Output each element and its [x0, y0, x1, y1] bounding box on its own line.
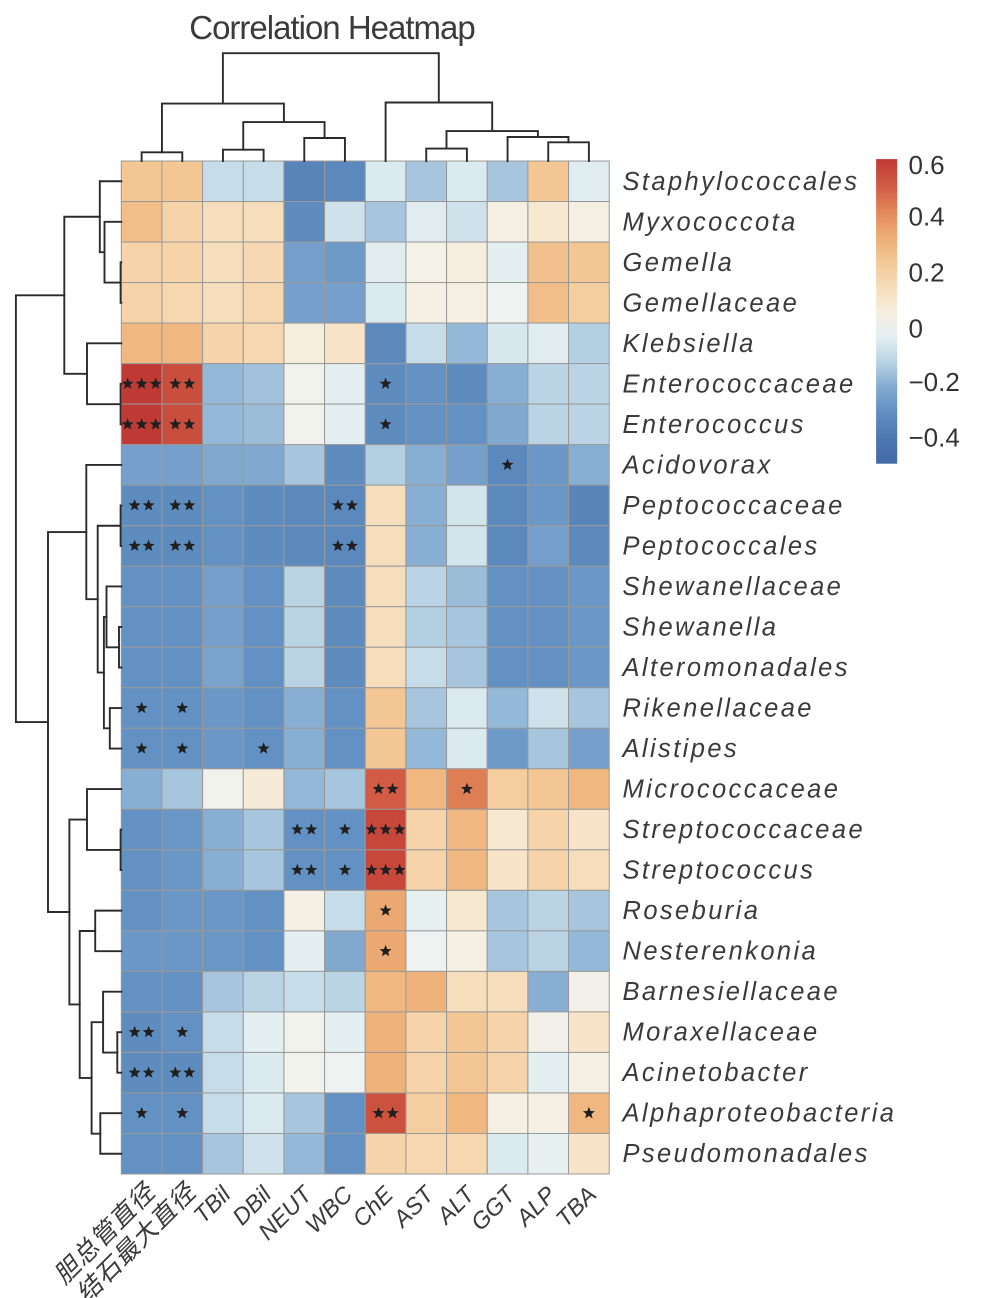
- svg-text:Myxococcota: Myxococcota: [623, 208, 798, 236]
- svg-text:Klebsiella: Klebsiella: [623, 330, 756, 358]
- svg-text:Alteromonadales: Alteromonadales: [621, 654, 850, 682]
- svg-text:Shewanellaceae: Shewanellaceae: [623, 573, 844, 601]
- svg-text:Streptococcus: Streptococcus: [623, 857, 816, 885]
- svg-text:0: 0: [909, 314, 923, 344]
- svg-text:0.4: 0.4: [909, 201, 945, 231]
- svg-text:Peptococcaceae: Peptococcaceae: [623, 492, 845, 520]
- svg-text:Roseburia: Roseburia: [623, 897, 761, 925]
- svg-text:Enterococcaceae: Enterococcaceae: [623, 370, 856, 398]
- svg-text:0.2: 0.2: [909, 257, 945, 287]
- svg-text:Micrococcaceae: Micrococcaceae: [623, 776, 841, 804]
- svg-text:Acidovorax: Acidovorax: [621, 451, 773, 479]
- svg-text:Peptococcales: Peptococcales: [623, 532, 820, 560]
- svg-text:Barnesiellaceae: Barnesiellaceae: [623, 978, 840, 1006]
- svg-text:0.6: 0.6: [909, 150, 945, 180]
- svg-text:Acinetobacter: Acinetobacter: [621, 1059, 810, 1087]
- svg-text:Alphaproteobacteria: Alphaproteobacteria: [621, 1100, 897, 1128]
- svg-text:Shewanella: Shewanella: [623, 614, 779, 642]
- svg-text:Staphylococcales: Staphylococcales: [623, 168, 860, 196]
- svg-text:Alistipes: Alistipes: [621, 735, 740, 763]
- svg-text:Gemella: Gemella: [623, 249, 735, 277]
- svg-text:−0.4: −0.4: [909, 422, 960, 452]
- svg-text:Enterococcus: Enterococcus: [623, 411, 806, 439]
- svg-text:−0.2: −0.2: [909, 367, 960, 397]
- svg-text:Nesterenkonia: Nesterenkonia: [623, 938, 819, 966]
- svg-text:Streptococcaceae: Streptococcaceae: [623, 816, 866, 844]
- svg-text:Gemellaceae: Gemellaceae: [623, 289, 800, 317]
- svg-text:Pseudomonadales: Pseudomonadales: [623, 1140, 870, 1168]
- svg-text:Rikenellaceae: Rikenellaceae: [623, 695, 814, 723]
- svg-text:Correlation Heatmap: Correlation Heatmap: [189, 9, 474, 46]
- svg-text:Moraxellaceae: Moraxellaceae: [623, 1019, 820, 1047]
